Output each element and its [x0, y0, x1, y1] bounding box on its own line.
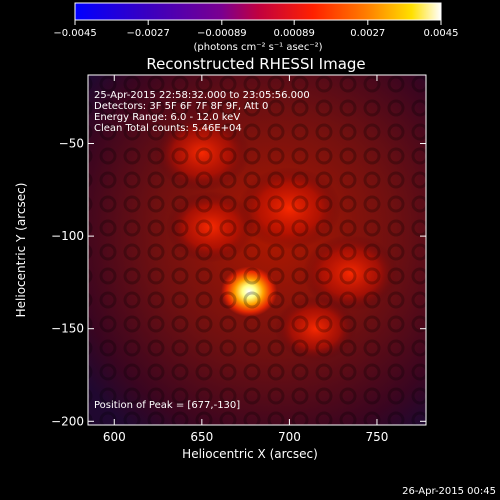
y-tick-label: −100	[51, 229, 84, 243]
annotation-line: Detectors: 3F 5F 6F 7F 8F 9F, Att 0	[94, 101, 268, 112]
peak-position-label: Position of Peak = [677,-130]	[94, 400, 240, 411]
annotations: 25-Apr-2015 22:58:32.000 to 23:05:56.000…	[94, 90, 310, 134]
annotation-line: Clean Total counts: 5.46E+04	[94, 123, 242, 134]
colorbar-tick-label: −0.0027	[127, 28, 170, 39]
x-tick-label: 750	[366, 430, 389, 444]
x-tick-label: 650	[190, 430, 213, 444]
footer-timestamp: 26-Apr-2015 00:45	[402, 486, 496, 497]
y-tick-label: −150	[51, 322, 84, 336]
x-tick-label: 700	[278, 430, 301, 444]
x-tick-label: 600	[103, 430, 126, 444]
colorbar-tick-label: 0.00089	[274, 28, 315, 39]
x-axis-label: Heliocentric X (arcsec)	[182, 447, 318, 461]
axes: 600 650 700 750 −50 −100 −150 −200	[51, 75, 426, 444]
colorbar-tick-label: 0.0045	[424, 28, 459, 39]
y-tick-label: −200	[51, 414, 84, 428]
colorbar-gradient	[74, 2, 442, 21]
colorbar-tick-label: −0.00089	[197, 28, 247, 39]
colorbar-unit-label: (photons cm⁻² s⁻¹ asec⁻²)	[193, 42, 322, 53]
plot-frame	[87, 74, 427, 426]
y-axis-label: Heliocentric Y (arcsec)	[14, 183, 28, 318]
colorbar-ticks: −0.0045 −0.0027 −0.00089 0.00089 0.0027 0.004…	[53, 20, 459, 39]
colorbar-tick-label: −0.0045	[53, 28, 96, 39]
annotation-line: Energy Range: 6.0 - 12.0 keV	[94, 112, 240, 123]
y-tick-label: −50	[59, 137, 84, 151]
chart-title: Reconstructed RHESSI Image	[146, 55, 365, 73]
plot-area	[88, 75, 426, 425]
annotation-line: 25-Apr-2015 22:58:32.000 to 23:05:56.000	[94, 90, 310, 101]
colorbar-tick-label: 0.0027	[350, 28, 385, 39]
colorbar: −0.0045 −0.0027 −0.00089 0.00089 0.0027 0.004…	[53, 2, 459, 53]
ring-artifacts	[88, 75, 426, 425]
